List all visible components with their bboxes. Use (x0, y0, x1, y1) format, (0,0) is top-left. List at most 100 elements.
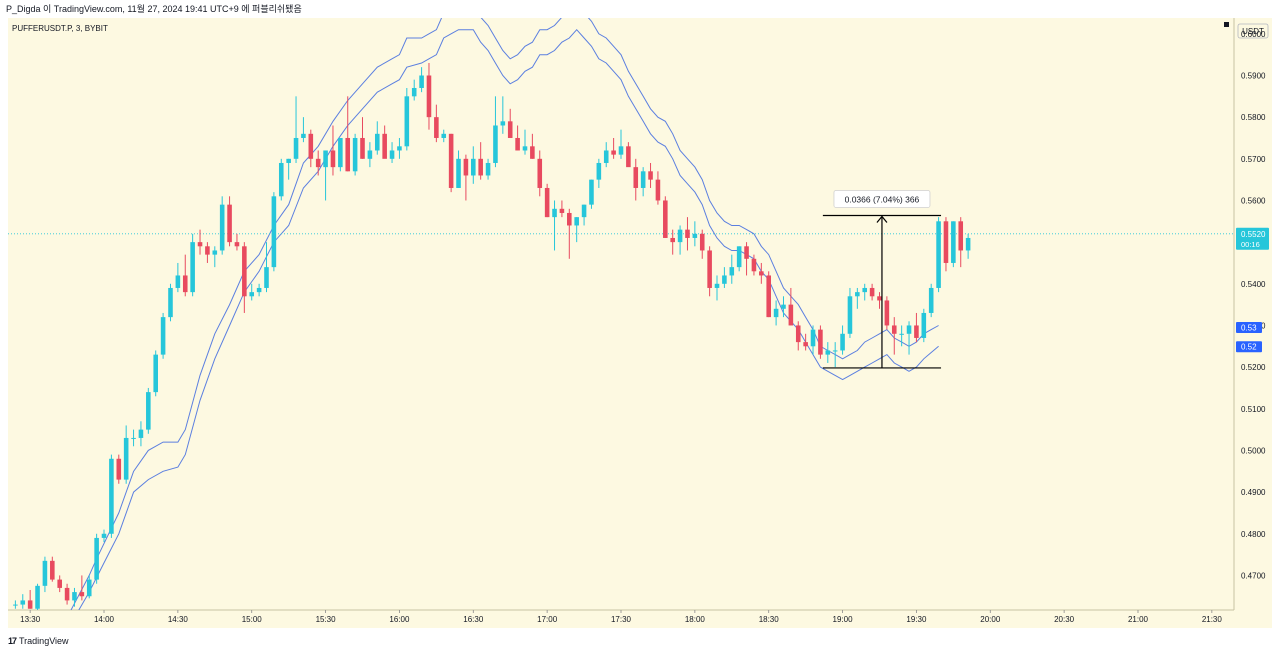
candle (35, 583, 40, 610)
candle-body (50, 560, 55, 580)
candle (685, 217, 690, 251)
candle-body (212, 250, 218, 255)
candle (626, 142, 631, 168)
candle (448, 133, 454, 193)
candle (640, 167, 646, 197)
band-price-badge (1236, 322, 1262, 334)
symbol-title[interactable]: PUFFERUSDT.P, 3, BYBIT (12, 24, 108, 33)
candle-body (323, 150, 328, 168)
candle (264, 242, 269, 293)
candle-body (877, 296, 882, 301)
candle (389, 142, 395, 163)
candle (663, 196, 668, 238)
candle-body (330, 150, 336, 168)
candle-body (928, 287, 934, 313)
candle (965, 233, 971, 259)
candle (884, 296, 890, 330)
time-tick-label: 19:00 (833, 615, 854, 624)
candle-body (965, 237, 971, 251)
time-tick-label: 17:00 (537, 615, 558, 624)
candle (271, 192, 277, 272)
candle (603, 142, 609, 168)
currency-label[interactable]: USDT (1242, 27, 1264, 36)
candle-body (463, 158, 469, 176)
candle-body (788, 304, 794, 326)
candle-body (352, 137, 358, 172)
candle-body (891, 325, 897, 334)
candle (131, 429, 136, 447)
candle (94, 533, 99, 584)
price-tick-label: 0.5000 (1241, 446, 1266, 455)
candle-body (869, 287, 875, 297)
price-chart[interactable]: 0.0366 (7.04%) 366 0.4700 0.4800 0.4900 0.5… (0, 18, 1280, 628)
candle (249, 283, 255, 301)
candle-body (72, 592, 77, 601)
candle-body (862, 287, 868, 293)
candle (589, 179, 594, 209)
candle (404, 87, 410, 151)
candle-body (810, 329, 816, 347)
candle-body (655, 179, 661, 201)
candle-body (205, 246, 210, 255)
candle-body (840, 333, 845, 351)
settings-square-icon[interactable] (1224, 22, 1229, 27)
band-price-badge (1236, 341, 1262, 353)
candle (951, 221, 956, 268)
candle (832, 342, 838, 368)
candle (382, 125, 387, 159)
candle-body (271, 196, 277, 268)
candle-body (648, 171, 653, 180)
band-price-badge-label: 0.53 (1241, 324, 1257, 333)
candles (13, 62, 971, 610)
candle (493, 96, 498, 168)
candle-body (936, 221, 941, 288)
candle-body (493, 125, 498, 163)
candle-body (899, 333, 904, 335)
candle-body (773, 308, 779, 318)
time-tick-label: 18:30 (759, 615, 780, 624)
candle-body (264, 267, 269, 288)
candle (315, 150, 321, 176)
candle-body (338, 137, 343, 168)
time-tick-label: 15:00 (242, 615, 263, 624)
candle (633, 158, 639, 201)
candle (153, 350, 159, 397)
tradingview-brand-text: TradingView (19, 636, 69, 646)
candle (921, 308, 927, 343)
candle-body (640, 171, 646, 188)
candle (655, 171, 661, 205)
chart-background (8, 18, 1234, 610)
candle (197, 229, 203, 255)
candle-body (729, 267, 735, 276)
time-tick-label: 20:00 (980, 615, 1001, 624)
candle-body (825, 350, 831, 355)
candle (581, 204, 587, 226)
tradingview-logo[interactable]: 17 TradingView (8, 636, 69, 646)
candle (810, 325, 816, 355)
candle-body (64, 587, 70, 601)
time-tick-label: 21:30 (1202, 615, 1223, 624)
candle (256, 283, 262, 297)
candle-body (470, 158, 476, 176)
candle-body (160, 317, 166, 355)
candle-body (714, 283, 720, 288)
candle (72, 587, 77, 607)
time-tick-label: 16:30 (463, 615, 484, 624)
candle (42, 556, 48, 593)
candle-body (434, 117, 439, 138)
price-tick-label: 0.5700 (1241, 155, 1266, 164)
candle-body (670, 237, 675, 243)
candle (234, 233, 240, 251)
candle-body (20, 600, 26, 605)
candle-body (567, 212, 572, 226)
candle-body (153, 354, 159, 393)
price-tick-label: 0.5100 (1241, 405, 1266, 414)
candle (286, 158, 291, 180)
candle (574, 217, 579, 243)
candle-body (818, 329, 823, 355)
time-tick-label: 18:00 (685, 615, 706, 624)
time-tick-label: 13:30 (20, 615, 41, 624)
candle-body (478, 158, 483, 176)
band-price-badge-label: 0.52 (1241, 343, 1257, 352)
